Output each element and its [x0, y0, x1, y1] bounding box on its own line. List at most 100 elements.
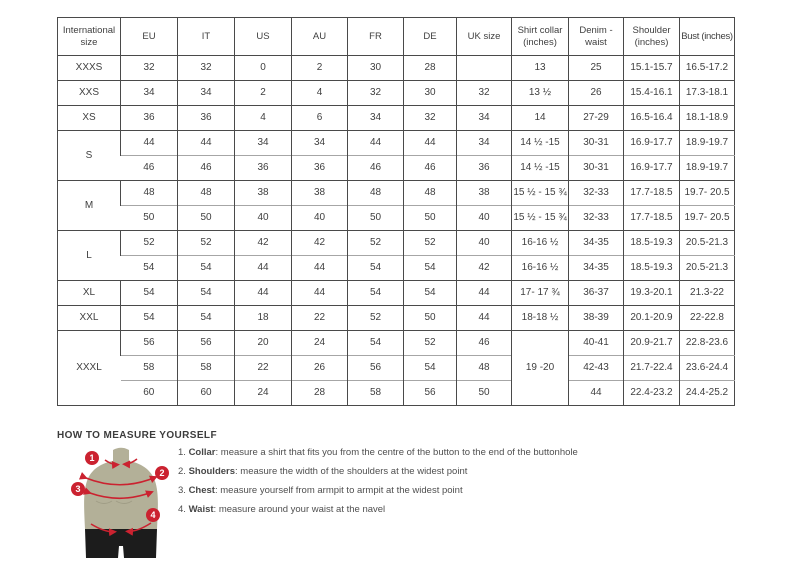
table-cell: 44: [568, 380, 624, 406]
table-cell: 54: [403, 255, 457, 281]
column-header: FR: [347, 17, 404, 56]
table-cell: 16.9-17.7: [623, 155, 680, 181]
table-cell: 20: [234, 330, 292, 356]
step-text: : measure around your waist at the navel: [213, 504, 386, 515]
mannequin-figure: 1 2 3 4: [71, 447, 169, 558]
column-header: UK size: [456, 17, 512, 56]
table-cell: 20.9-21.7: [623, 330, 680, 356]
table-cell: 16-16 ½: [511, 255, 569, 281]
table-cell: 15.1-15.7: [623, 55, 680, 81]
measurement-arrows: [78, 458, 158, 537]
table-row: 50 50 40 40 50 50 40 15 ½ - 15 ¾ 32-33 17.7-18.5 1…: [58, 205, 735, 231]
table-cell: 30-31: [568, 130, 624, 156]
how-to-measure-heading: HOW TO MEASURE YOURSELF: [57, 430, 217, 441]
table-cell: 18.9-19.7: [679, 155, 735, 181]
step-label: Shoulders: [188, 466, 236, 477]
table-cell: 40: [456, 230, 512, 256]
measure-step-1: 1. Collar: measure a shirt that fits you…: [178, 446, 578, 465]
figure-marker-number: 2: [159, 468, 164, 478]
column-header: AU: [291, 17, 348, 56]
table-cell: 15 ½ - 15 ¾: [511, 205, 569, 231]
table-cell: XS: [57, 105, 121, 131]
column-header: Bust (inches): [679, 17, 735, 56]
table-cell: 4: [291, 80, 348, 106]
table-cell: 2: [234, 80, 292, 106]
waist-arrow: [90, 523, 117, 537]
table-cell: 28: [291, 380, 348, 406]
table-cell: 14: [511, 105, 569, 131]
table-cell: 44: [291, 280, 348, 306]
table-cell: 34: [456, 130, 512, 156]
size-chart-body: XXXS 32 32 0 2 30 28 13 25 15.1-15.7 16.5-17.2 XXS 3…: [57, 55, 735, 406]
column-header: Shirt collar (inches): [511, 17, 569, 56]
table-cell: L: [57, 230, 121, 281]
step-text: : measure a shirt that fits you from the…: [215, 447, 578, 458]
table-cell: 38: [456, 180, 512, 206]
table-cell: 42-43: [568, 355, 624, 381]
table-cell: 44: [177, 130, 235, 156]
table-cell: 36: [177, 105, 235, 131]
table-cell: 44: [456, 305, 512, 331]
table-cell: 0: [234, 55, 292, 81]
table-cell: 56: [177, 330, 235, 356]
figure-marker-number: 3: [75, 484, 80, 494]
table-cell: 48: [120, 180, 178, 206]
table-cell: 54: [403, 280, 457, 306]
table-cell: XXXS: [57, 55, 121, 81]
table-cell: 16.9-17.7: [623, 130, 680, 156]
table-cell: 22-22.8: [679, 305, 735, 331]
table-cell: 56: [120, 330, 178, 356]
table-cell: 54: [120, 255, 178, 281]
table-cell: 40: [456, 205, 512, 231]
table-row: XXXS 32 32 0 2 30 28 13 25 15.1-15.7 16.5-17.2: [57, 55, 735, 81]
table-cell: 32: [456, 80, 512, 106]
table-cell: 22: [234, 355, 292, 381]
table-cell: 20.1-20.9: [623, 305, 680, 331]
table-cell: 44: [234, 255, 292, 281]
table-cell: 42: [291, 230, 348, 256]
table-cell: 60: [177, 380, 235, 406]
table-cell: 60: [120, 380, 178, 406]
table-cell: 50: [403, 205, 457, 231]
table-cell: 16.5-17.2: [679, 55, 735, 81]
table-cell: 34: [120, 80, 178, 106]
table-cell: 40: [234, 205, 292, 231]
table-cell: 24: [234, 380, 292, 406]
figure-marker-2: 2: [155, 466, 169, 480]
table-cell: 34: [456, 105, 512, 131]
step-number: 1.: [178, 447, 189, 458]
column-header: EU: [120, 17, 178, 56]
table-row: XXL 54 54 18 22 52 50 44 18-18 ½ 38-39 20.1-20.9 22…: [57, 305, 735, 331]
step-label: Waist: [188, 504, 214, 515]
table-cell: 30: [403, 80, 457, 106]
chest-arrow: [83, 487, 154, 500]
table-cell: 44: [403, 130, 457, 156]
table-cell: 14 ½ -15: [511, 155, 569, 181]
table-cell: 50: [456, 380, 512, 406]
table-cell: 50: [120, 205, 178, 231]
table-cell: 44: [291, 255, 348, 281]
measure-steps: 1. Collar: measure a shirt that fits you…: [178, 446, 578, 522]
table-cell: 27-29: [568, 105, 624, 131]
table-cell: 22: [291, 305, 348, 331]
table-cell: 20.5-21.3: [679, 230, 735, 256]
mannequin-chest-line: [95, 500, 133, 504]
table-row: M 48 48 38 38 48 48 38 15 ½ - 15 ¾ 32-33 17.7-18.5…: [57, 180, 735, 231]
table-cell: 24: [291, 330, 348, 356]
table-cell: 40-41: [568, 330, 624, 356]
table-cell: 34: [177, 80, 235, 106]
table-cell: 19.3-20.1: [623, 280, 680, 306]
measure-step-4: 4. Waist: measure around your waist at t…: [178, 503, 578, 522]
table-cell: 52: [120, 230, 178, 256]
table-row: XS 36 36 4 6 34 32 34 14 27-29 16.5-16.4 18.1-18.9: [57, 105, 735, 131]
table-cell: 46: [456, 330, 512, 356]
table-row: 60 60 24 28 58 56 50 44 22.4-23.2 24.4-25.2: [58, 380, 735, 406]
table-cell: 18.5-19.3: [623, 230, 680, 256]
table-cell: XXS: [57, 80, 121, 106]
table-row: S 44 44 34 34 44 44 34 14 ½ -15 30-31 16.9-17.7 18.…: [57, 130, 735, 181]
table-cell: 46: [120, 155, 178, 181]
figure-marker-3: 3: [71, 482, 85, 496]
table-cell: 54: [347, 280, 404, 306]
table-cell: 34-35: [568, 230, 624, 256]
table-cell: 58: [177, 355, 235, 381]
